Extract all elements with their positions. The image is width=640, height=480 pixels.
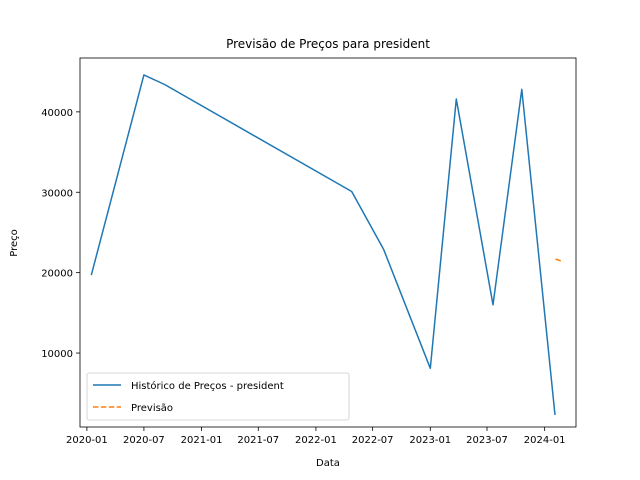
x-tick-label: 2022-07 bbox=[352, 435, 394, 446]
y-axis: 10000 20000 30000 40000 bbox=[41, 108, 80, 360]
y-tick-label: 20000 bbox=[41, 269, 73, 280]
legend: Histórico de Preços - president Previsão bbox=[86, 372, 350, 421]
y-tick-label: 10000 bbox=[41, 349, 73, 360]
x-tick-label: 2024-01 bbox=[524, 435, 566, 446]
series-line-previsao bbox=[555, 258, 563, 263]
legend-box bbox=[86, 372, 350, 421]
plot-series bbox=[90, 74, 563, 415]
x-tick-label: 2021-01 bbox=[181, 435, 223, 446]
legend-label-historico: Histórico de Preços - president bbox=[131, 380, 284, 392]
legend-label-previsao: Previsão bbox=[131, 403, 173, 414]
y-axis-label: Preço bbox=[9, 229, 20, 257]
x-tick-label: 2020-07 bbox=[123, 435, 165, 446]
y-tick-label: 40000 bbox=[41, 108, 73, 119]
plot-frame bbox=[79, 57, 577, 428]
x-tick-label: 2023-01 bbox=[409, 435, 451, 446]
x-tick-label: 2020-01 bbox=[66, 435, 108, 446]
y-tick-label: 30000 bbox=[41, 188, 73, 199]
series-line-historico bbox=[90, 74, 556, 415]
x-tick-label: 2021-07 bbox=[237, 435, 279, 446]
x-axis-label: Data bbox=[316, 458, 340, 469]
x-tick-label: 2023-07 bbox=[466, 435, 508, 446]
chart-title: Previsão de Preços para president bbox=[226, 37, 430, 51]
x-tick-label: 2022-01 bbox=[295, 435, 337, 446]
x-axis: 2020-01 2020-07 2021-01 2021-07 2022-01 2022-… bbox=[66, 427, 566, 446]
